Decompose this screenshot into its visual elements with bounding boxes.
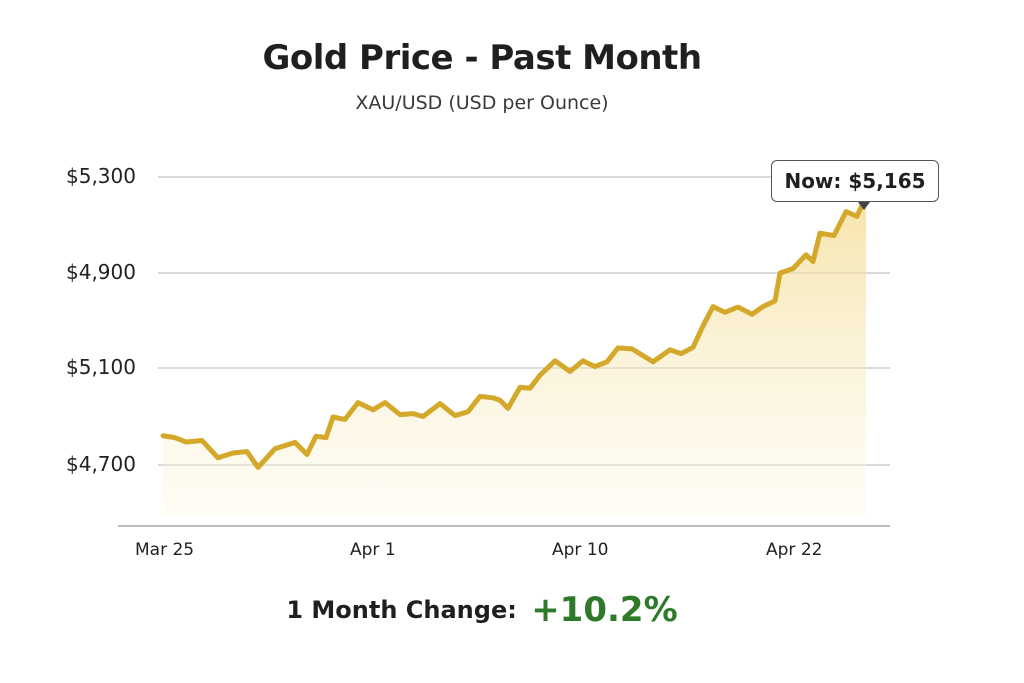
month-change-value: +10.2% xyxy=(531,590,678,630)
y-tick-label: $4,900 xyxy=(66,260,136,284)
price-line xyxy=(160,193,869,470)
x-tick-label: Apr 22 xyxy=(766,540,823,560)
x-tick-label: Apr 10 xyxy=(552,540,609,560)
month-change-label: 1 Month Change: xyxy=(286,596,517,624)
x-tick-label: Mar 25 xyxy=(135,540,195,560)
price-area xyxy=(163,196,866,515)
current-price-callout: Now: $5,165 xyxy=(771,160,939,202)
y-tick-label: $5,100 xyxy=(66,355,136,379)
chart-subtitle: XAU/USD (USD per Ounce) xyxy=(355,92,609,114)
month-change-summary: 1 Month Change: +10.2% xyxy=(0,590,964,630)
chart-title: Gold Price - Past Month xyxy=(262,38,702,78)
callout-pointer-icon xyxy=(858,202,870,210)
y-tick-label: $4,700 xyxy=(66,452,136,476)
y-tick-label: $5,300 xyxy=(66,164,136,188)
x-tick-label: Apr 1 xyxy=(350,540,396,560)
